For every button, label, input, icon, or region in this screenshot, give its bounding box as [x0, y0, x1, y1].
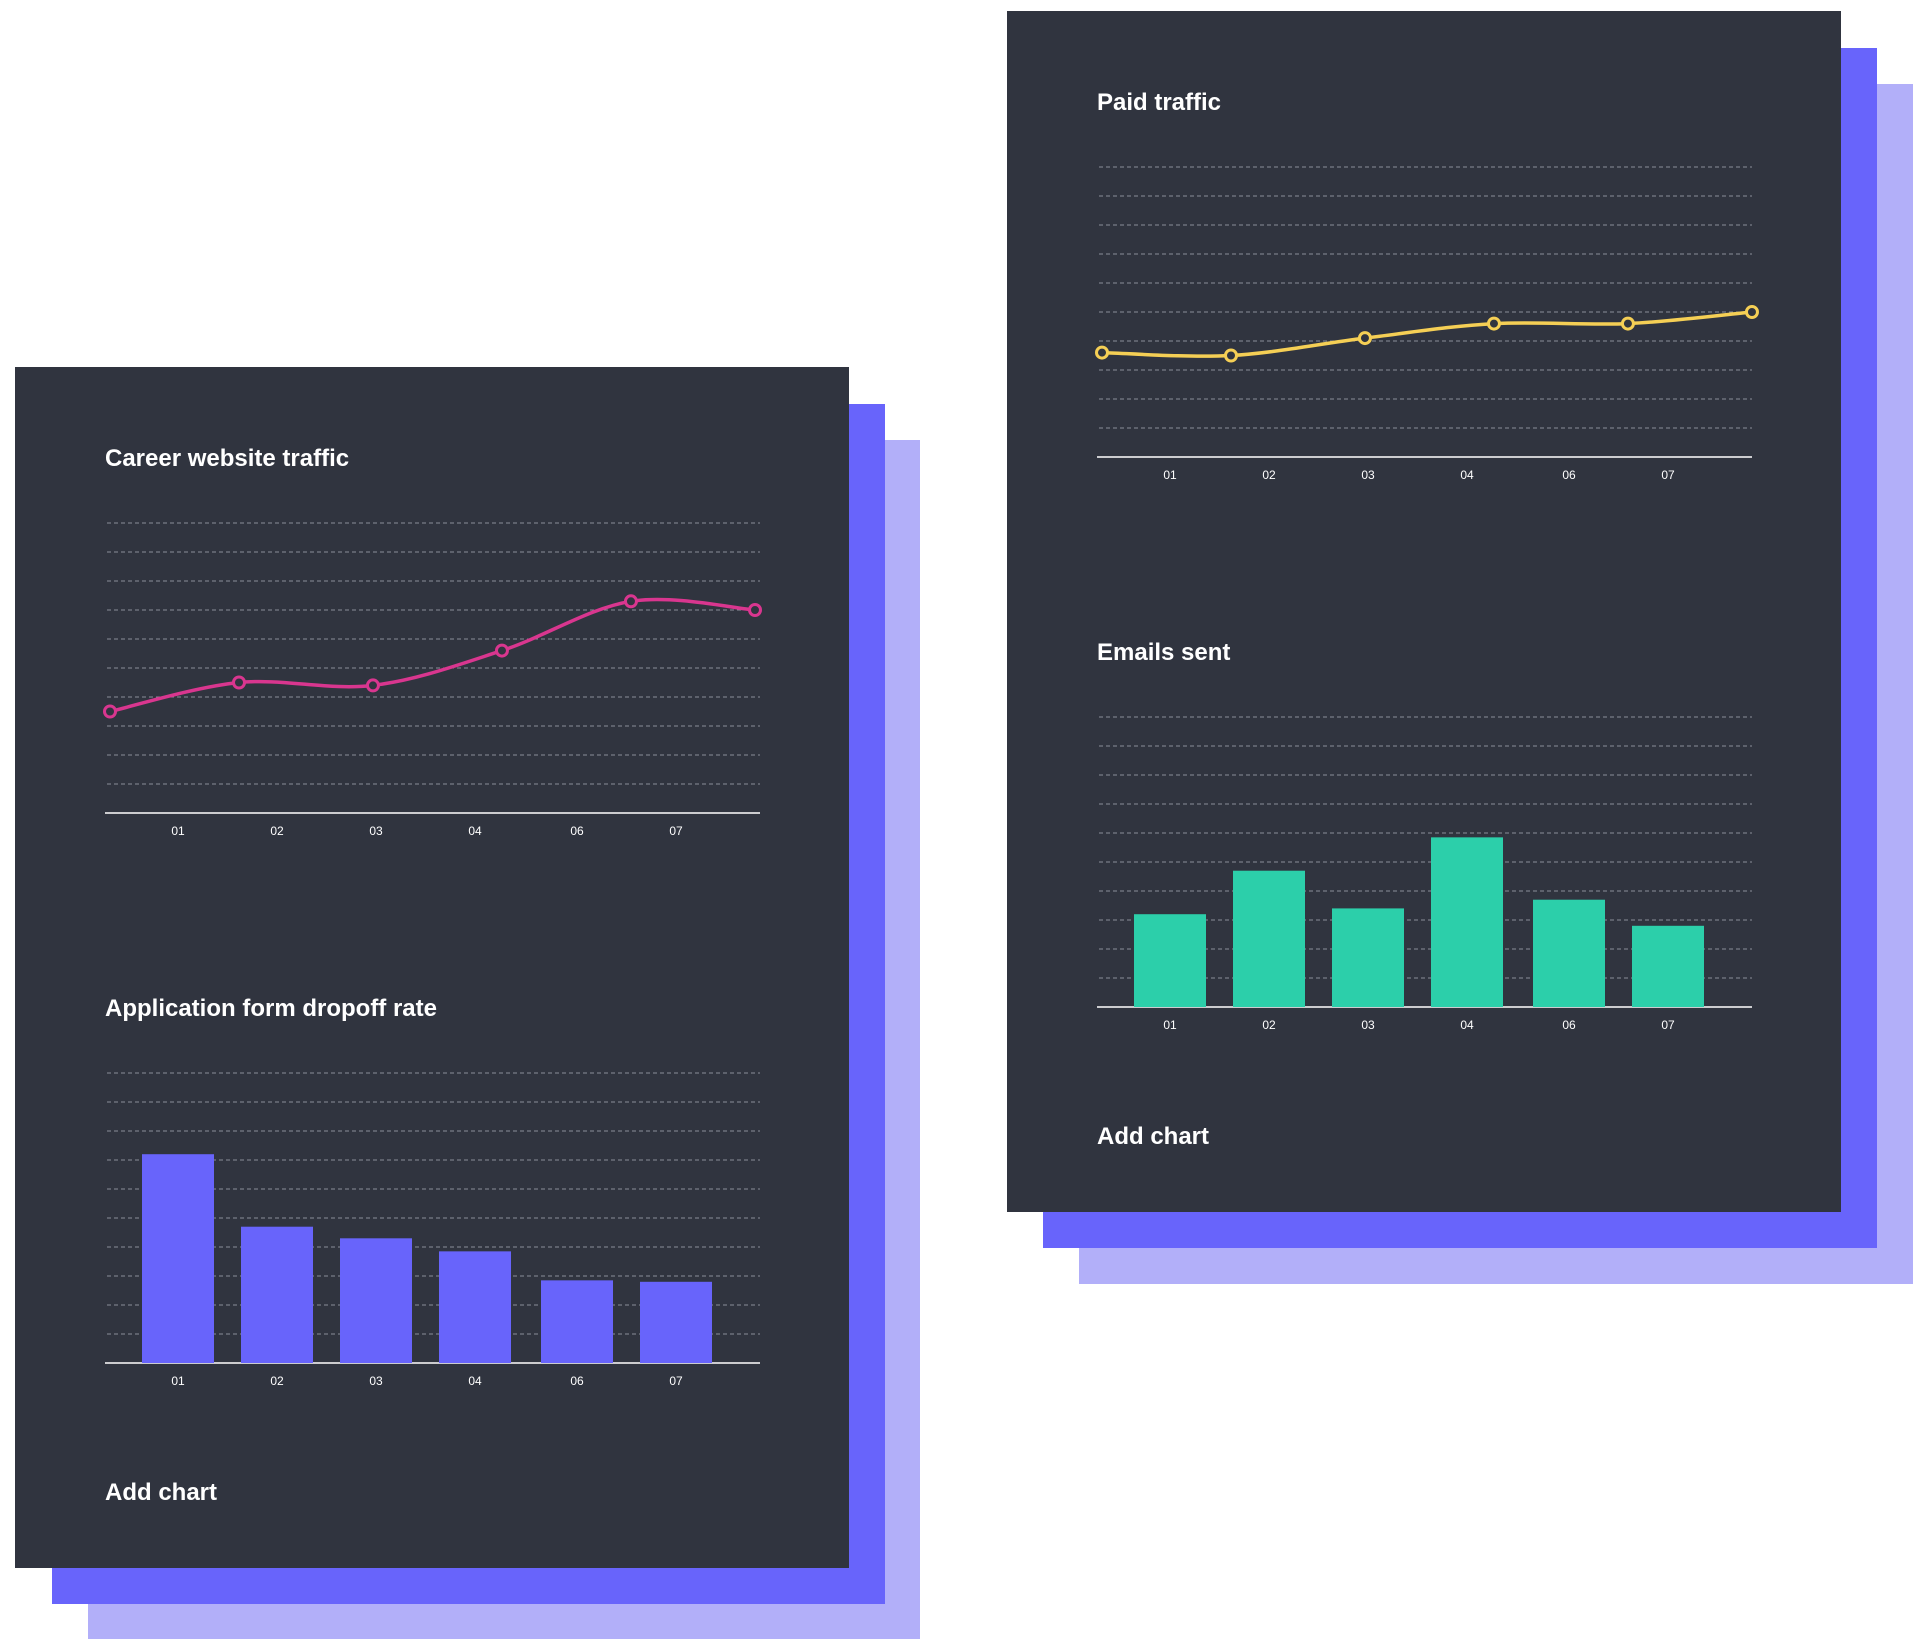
x-tick-label: 02 — [270, 824, 284, 838]
x-tick-label: 04 — [1460, 468, 1474, 482]
right-card: Paid traffic 01 02 03 04 06 07 Emails sent 01… — [1007, 11, 1841, 1212]
x-tick-label: 02 — [270, 1374, 284, 1388]
bar — [1533, 899, 1605, 1007]
bar — [640, 1281, 712, 1363]
data-point — [232, 675, 246, 690]
x-tick-label: 03 — [369, 824, 383, 838]
bar — [1134, 914, 1206, 1007]
bar — [1431, 837, 1503, 1007]
x-tick-label: 01 — [171, 1374, 185, 1388]
bar — [1632, 925, 1704, 1007]
x-tick-label: 02 — [1262, 1018, 1276, 1032]
x-tick-label: 06 — [570, 824, 584, 838]
x-tick-label: 04 — [1460, 1018, 1474, 1032]
career-line-chart: 01 02 03 04 06 07 — [103, 522, 762, 838]
data-point — [1486, 316, 1501, 331]
x-tick-label: 03 — [1361, 1018, 1375, 1032]
series-line — [1100, 310, 1754, 358]
bar — [340, 1238, 412, 1363]
x-tick-label: 06 — [1562, 1018, 1576, 1032]
bar — [541, 1280, 613, 1363]
data-point — [748, 603, 762, 617]
career-chart-title: Career website traffic — [105, 445, 350, 472]
series-line — [108, 597, 757, 714]
add-chart-button[interactable]: Add chart — [105, 1479, 218, 1506]
x-tick-label: 03 — [1361, 468, 1375, 482]
data-point — [1744, 305, 1759, 319]
bar — [1332, 908, 1404, 1007]
left-card: Career website traffic 01 02 03 04 06 07 Appl… — [15, 367, 849, 1568]
dropoff-bar-chart: 01 02 03 04 06 07 — [105, 1072, 760, 1388]
x-tick-label: 04 — [468, 824, 482, 838]
data-point — [1095, 345, 1109, 360]
x-tick-label: 02 — [1262, 468, 1276, 482]
data-point — [1620, 316, 1635, 331]
emails-chart-title: Emails sent — [1097, 639, 1231, 666]
x-tick-label: 04 — [468, 1374, 482, 1388]
bar — [142, 1154, 214, 1363]
bar — [241, 1226, 313, 1363]
x-tick-label: 01 — [1163, 1018, 1177, 1032]
x-tick-label: 03 — [369, 1374, 383, 1388]
emails-bar-chart: 01 02 03 04 06 07 — [1097, 716, 1752, 1032]
dropoff-chart-title: Application form dropoff rate — [105, 995, 437, 1022]
bar — [439, 1251, 511, 1363]
data-point — [494, 643, 509, 658]
data-point — [1357, 331, 1372, 346]
paid-chart-title: Paid traffic — [1097, 89, 1222, 116]
x-tick-label: 01 — [171, 824, 185, 838]
x-tick-label: 07 — [1661, 468, 1675, 482]
add-chart-button[interactable]: Add chart — [1097, 1123, 1210, 1150]
x-tick-label: 07 — [669, 1374, 683, 1388]
bar — [1233, 870, 1305, 1007]
paid-line-chart: 01 02 03 04 06 07 — [1095, 166, 1759, 482]
x-tick-label: 07 — [1661, 1018, 1675, 1032]
data-point — [1224, 348, 1238, 363]
data-point — [103, 704, 117, 719]
x-tick-label: 01 — [1163, 468, 1177, 482]
data-point — [365, 678, 380, 693]
data-point — [623, 594, 638, 609]
x-tick-label: 06 — [1562, 468, 1576, 482]
x-tick-label: 06 — [570, 1374, 584, 1388]
x-tick-label: 07 — [669, 824, 683, 838]
